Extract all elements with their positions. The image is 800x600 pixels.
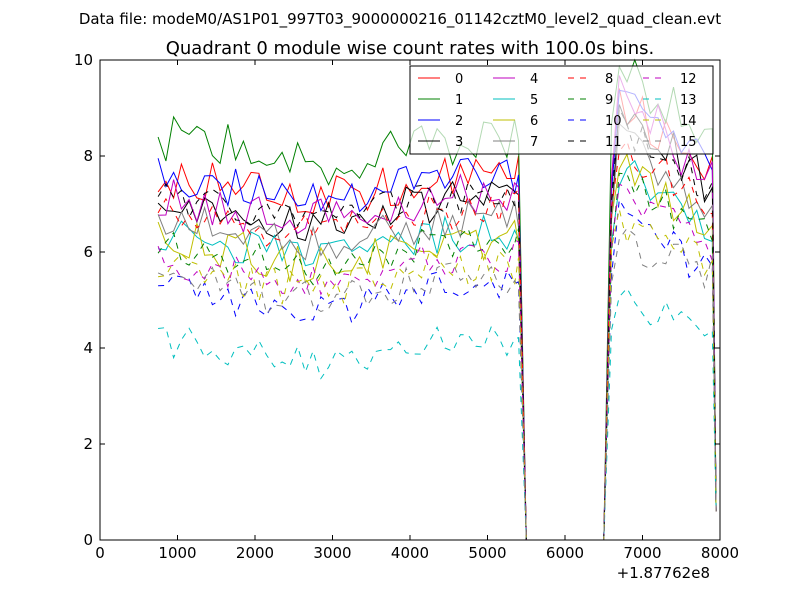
legend-label-6: 6 <box>530 114 538 129</box>
chart-title: Quadrant 0 module wise count rates with … <box>166 38 655 59</box>
y-tick-label: 0 <box>83 531 93 549</box>
legend-label-1: 1 <box>455 93 463 108</box>
series-line-8 <box>157 140 717 541</box>
series-line-15 <box>157 227 717 541</box>
x-tick-label: 2000 <box>236 544 274 562</box>
legend-label-8: 8 <box>605 72 613 87</box>
legend-label-13: 13 <box>680 93 697 108</box>
legend-label-3: 3 <box>455 135 463 150</box>
legend-label-4: 4 <box>530 72 538 87</box>
legend-label-14: 14 <box>680 114 697 129</box>
x-axis: 0 1000 2000 3000 4000 5000 6000 7000 8000 <box>95 60 739 562</box>
series-line-6 <box>157 153 717 541</box>
series-line-5 <box>158 159 717 541</box>
legend-label-12: 12 <box>680 72 697 87</box>
x-tick-label: 6000 <box>546 544 584 562</box>
figure-suptitle: Data file: modeM0/AS1P01_997T03_90000002… <box>79 10 721 29</box>
legend-label-10: 10 <box>605 114 622 129</box>
y-tick-label: 10 <box>74 51 93 69</box>
legend-label-0: 0 <box>455 72 463 87</box>
legend-label-5: 5 <box>530 93 538 108</box>
x-tick-label: 4000 <box>391 544 429 562</box>
x-tick-label: 5000 <box>468 544 506 562</box>
y-tick-label: 2 <box>83 435 93 453</box>
series-line-10 <box>158 198 717 541</box>
x-tick-label: 7000 <box>623 544 661 562</box>
y-tick-label: 8 <box>83 147 93 165</box>
legend-label-2: 2 <box>455 114 463 129</box>
series-line-14 <box>158 209 717 541</box>
series-line-13 <box>158 287 717 541</box>
y-tick-label: 6 <box>83 243 93 261</box>
x-tick-label: 0 <box>95 544 105 562</box>
legend-label-9: 9 <box>605 93 613 108</box>
legend-label-7: 7 <box>530 135 538 150</box>
legend-label-11: 11 <box>605 135 622 150</box>
x-tick-label: 8000 <box>701 544 739 562</box>
series-line-11 <box>157 106 717 541</box>
legend-box <box>409 65 714 155</box>
x-offset-label: +1.87762e8 <box>617 564 710 582</box>
x-tick-label: 1000 <box>158 544 196 562</box>
legend-label-15: 15 <box>680 135 697 150</box>
x-tick-label: 3000 <box>313 544 351 562</box>
y-tick-label: 4 <box>83 339 93 357</box>
